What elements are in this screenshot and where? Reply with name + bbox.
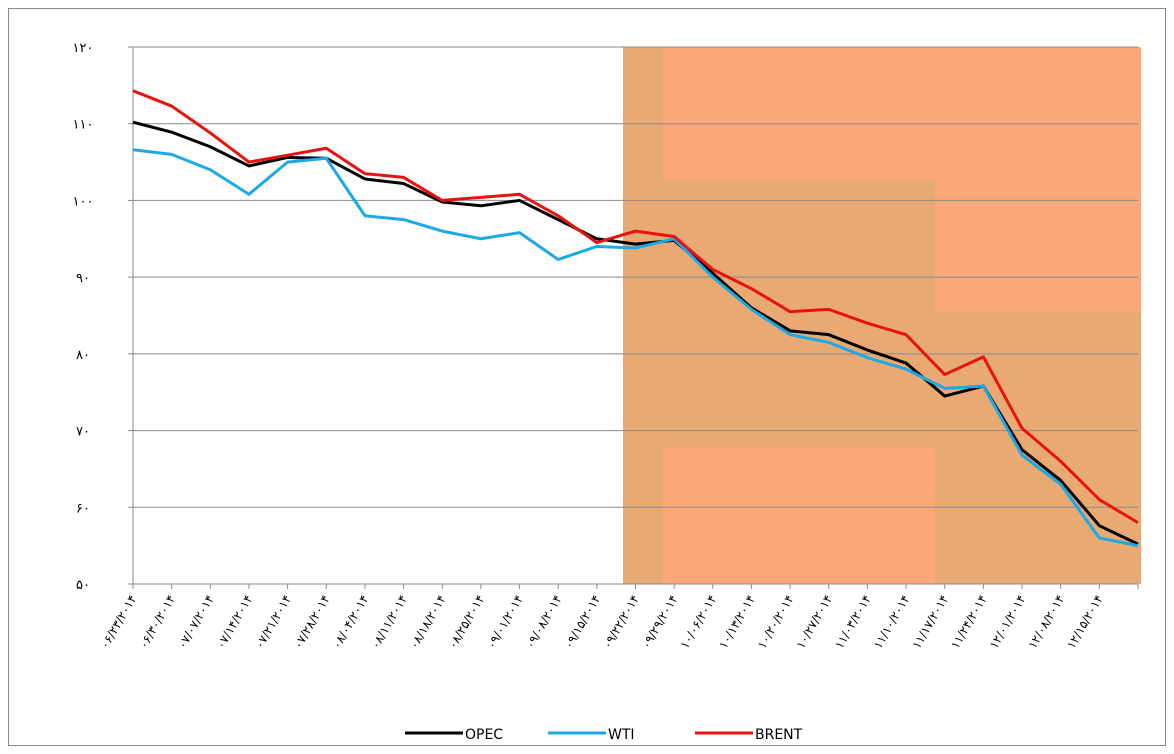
shaded-region [623,47,1141,584]
y-tick-label: ۱۲۰ [73,41,94,56]
series-line [132,148,1139,548]
y-tick-label: ۶۰ [76,501,90,516]
series-line [132,89,1139,524]
y-tick-label: ۷۰ [76,425,90,440]
y-tick-label: ۸۰ [76,348,90,363]
y-tick-label: ۹۰ [76,271,90,286]
legend-label: OPEC [465,727,503,743]
legend-label: WTI [608,727,635,743]
y-tick-label: ۵۰ [76,578,90,593]
series-line [132,120,1139,546]
legend-label: BRENT [755,727,803,743]
y-tick-label: ۱۱۰ [73,118,94,133]
y-tick-label: ۱۰۰ [73,194,94,209]
